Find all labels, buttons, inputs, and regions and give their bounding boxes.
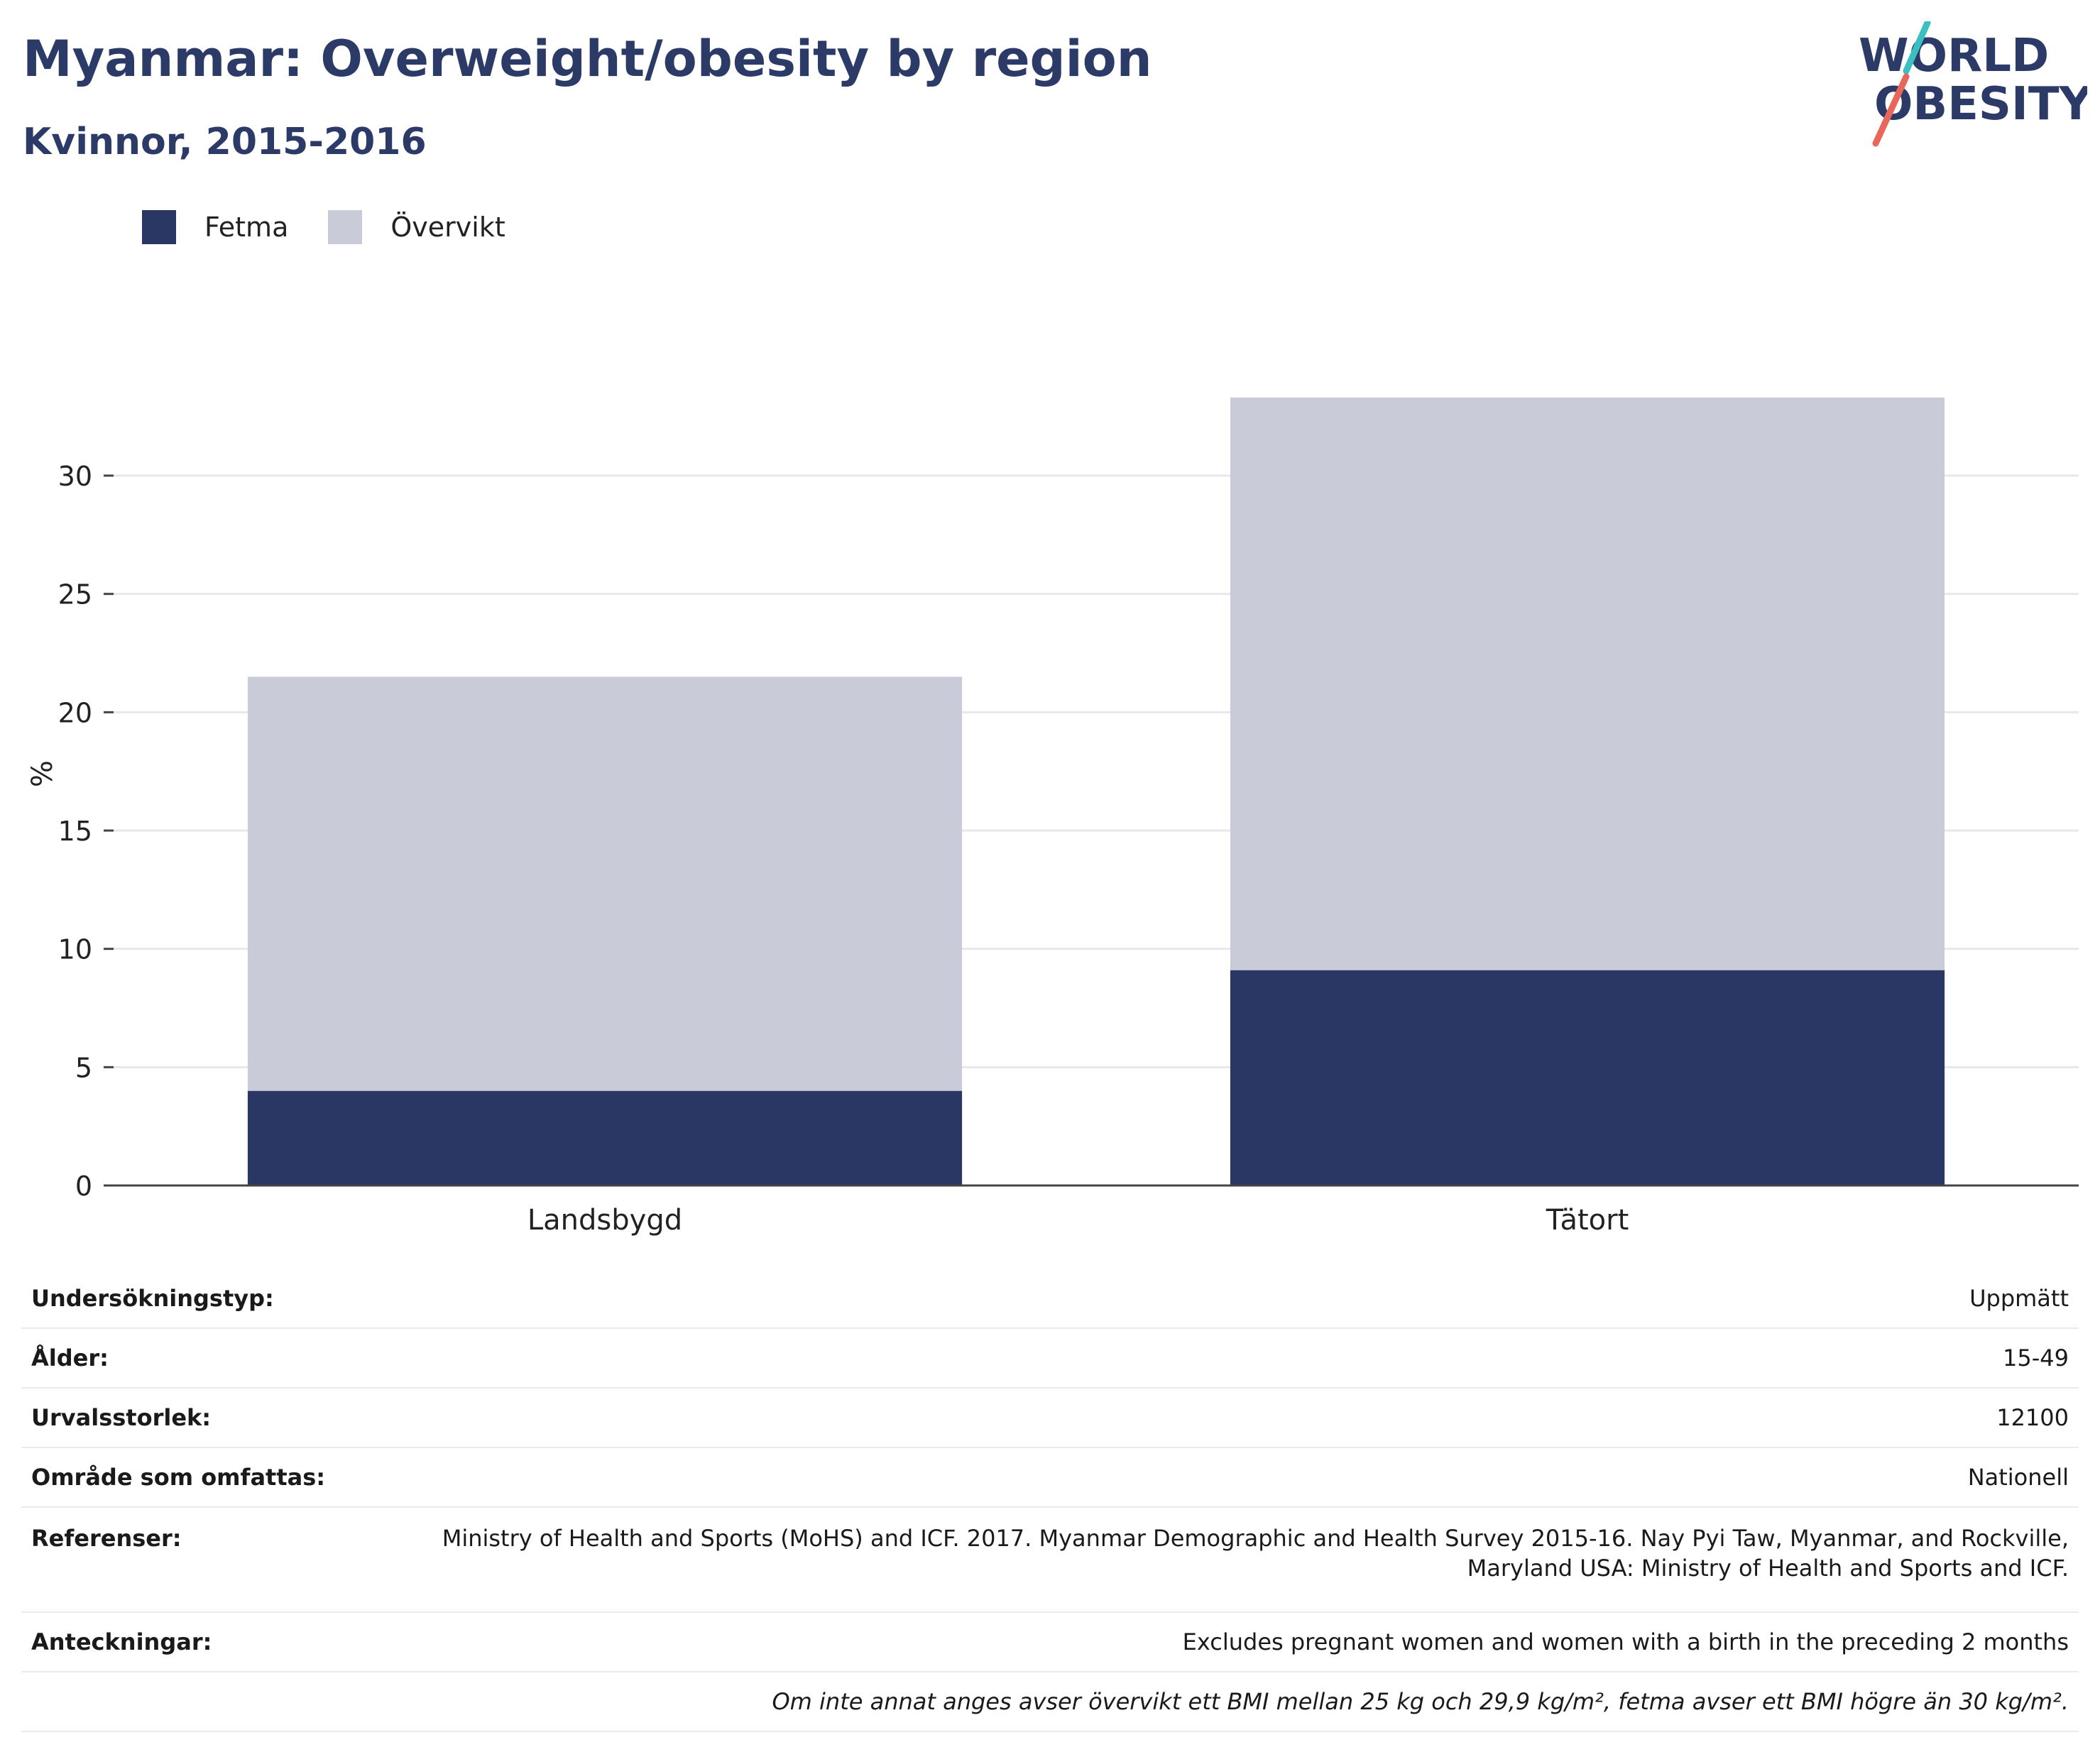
info-value: Uppmätt xyxy=(335,1269,2079,1329)
y-tick-label: 20 xyxy=(58,697,92,728)
info-row-sample-size: Urvalsstorlek: 12100 xyxy=(21,1388,2079,1448)
chart-legend: Fetma Övervikt xyxy=(142,210,545,244)
info-key: Område som omfattas: xyxy=(21,1447,336,1508)
legend-item-fetma[interactable]: Fetma xyxy=(142,210,288,244)
info-key: Referenser: xyxy=(21,1507,336,1613)
y-tick-label: 15 xyxy=(58,816,92,847)
legend-swatch-fetma xyxy=(142,210,176,244)
info-row-notes: Anteckningar: Excludes pregnant women an… xyxy=(21,1612,2079,1672)
info-value: 12100 xyxy=(335,1388,2079,1448)
y-tick-label: 0 xyxy=(75,1171,92,1202)
chart-subtitle: Kvinnor, 2015-2016 xyxy=(23,121,427,163)
x-tick-label: Landsbygd xyxy=(527,1204,682,1237)
bar-overvikt-1 xyxy=(1230,398,1945,970)
info-key: Ålder: xyxy=(21,1328,336,1389)
info-table: Undersökningstyp: Uppmätt Ålder: 15-49 U… xyxy=(21,1269,2079,1732)
x-tick-label: Tätort xyxy=(1546,1204,1629,1237)
info-key: Undersökningstyp: xyxy=(21,1269,336,1329)
y-tick-label: 30 xyxy=(58,461,92,492)
legend-item-overvikt[interactable]: Övervikt xyxy=(328,210,505,244)
legend-label-overvikt: Övervikt xyxy=(390,212,505,243)
info-value: 15-49 xyxy=(335,1328,2079,1389)
legend-swatch-overvikt xyxy=(328,210,363,244)
bar-chart: 0 5 10 15 20 25 30 Landsbygd Tätort xyxy=(58,398,2079,1237)
logo-word-obesity: OBESITY xyxy=(1874,78,2087,131)
y-tick-label: 10 xyxy=(58,934,92,965)
logo-word-world: WORLD xyxy=(1859,30,2049,82)
info-row-age: Ålder: 15-49 xyxy=(21,1328,2079,1389)
logo-slash-coral xyxy=(1872,73,1910,147)
y-tick-label: 5 xyxy=(75,1052,92,1083)
logo-slash-teal xyxy=(1903,21,1931,75)
legend-label-fetma: Fetma xyxy=(204,212,289,243)
info-row-references: Referenser: Ministry of Health and Sport… xyxy=(21,1507,2079,1613)
bar-fetma-0 xyxy=(247,1090,963,1185)
info-key: Anteckningar: xyxy=(21,1612,336,1672)
info-value: Excludes pregnant women and women with a… xyxy=(335,1612,2079,1672)
info-row-footnote: Om inte annat anges avser övervikt ett B… xyxy=(21,1672,2079,1732)
info-row-coverage: Område som omfattas: Nationell xyxy=(21,1447,2079,1508)
y-tick-label: 25 xyxy=(58,579,92,610)
footnote: Om inte annat anges avser övervikt ett B… xyxy=(21,1672,2079,1732)
world-obesity-logo: WORLD OBESITY xyxy=(1859,21,2087,147)
bar-overvikt-0 xyxy=(247,677,963,1091)
info-value: Nationell xyxy=(335,1447,2079,1508)
info-value: Ministry of Health and Sports (MoHS) and… xyxy=(335,1507,2079,1613)
info-key: Urvalsstorlek: xyxy=(21,1388,336,1448)
chart-title: Myanmar: Overweight/obesity by region xyxy=(23,30,1152,88)
info-row-survey-type: Undersökningstyp: Uppmätt xyxy=(21,1269,2079,1329)
bar-fetma-1 xyxy=(1230,970,1945,1185)
